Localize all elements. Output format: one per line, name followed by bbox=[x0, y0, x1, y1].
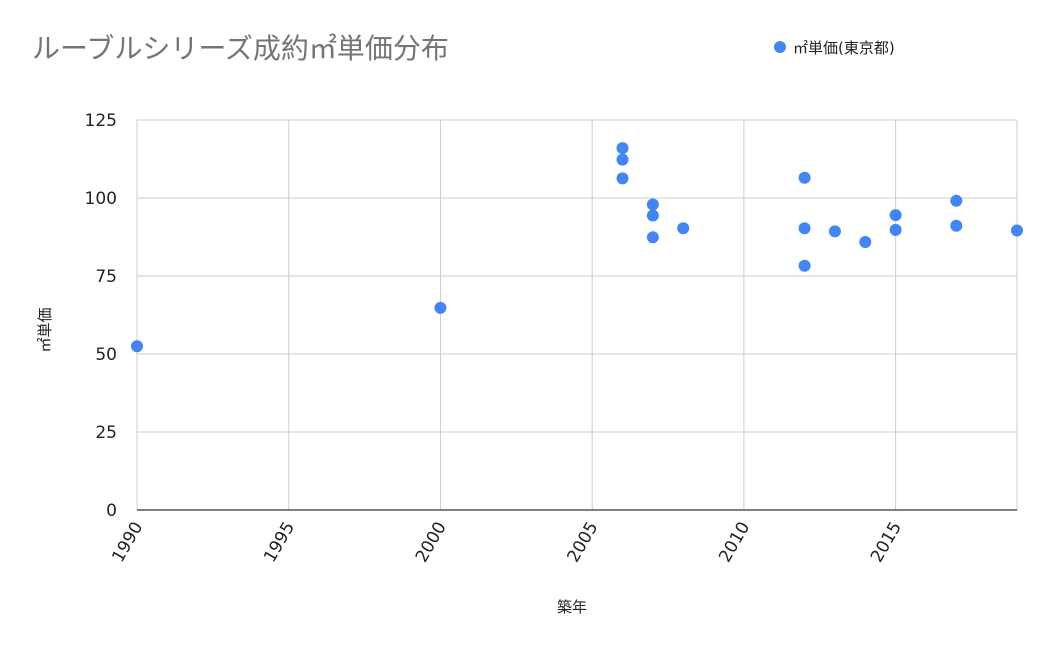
gridlines bbox=[136, 119, 1018, 510]
x-tick-label: 2010 bbox=[715, 519, 754, 566]
x-tick-label: 1995 bbox=[260, 519, 299, 566]
data-point bbox=[798, 222, 811, 235]
y-tick-label: 100 bbox=[85, 189, 117, 209]
legend-label: ㎡単価(東京都) bbox=[793, 39, 895, 57]
data-point bbox=[798, 171, 811, 184]
data-point bbox=[646, 198, 659, 211]
x-tick-label: 2005 bbox=[564, 519, 603, 566]
data-point bbox=[828, 225, 841, 238]
x-tick-label: 2000 bbox=[412, 519, 451, 566]
x-axis-label: 築年 bbox=[557, 598, 587, 616]
chart-title: ルーブルシリーズ成約㎡単価分布 bbox=[32, 32, 449, 65]
data-point bbox=[646, 209, 659, 222]
data-point bbox=[889, 209, 902, 222]
y-tick-label: 25 bbox=[95, 423, 117, 443]
y-tick-label: 125 bbox=[85, 111, 117, 131]
y-tick-label: 75 bbox=[95, 267, 117, 287]
x-axis-ticks: 1990 1995 2000 2005 2010 2015 bbox=[108, 519, 906, 566]
y-tick-label: 0 bbox=[106, 501, 117, 521]
data-point bbox=[950, 194, 963, 207]
y-axis-ticks: 0 25 50 75 100 125 bbox=[85, 111, 117, 521]
x-tick-label: 1990 bbox=[108, 519, 147, 566]
data-point bbox=[1011, 224, 1023, 237]
data-point bbox=[677, 222, 690, 235]
legend: ㎡単価(東京都) bbox=[774, 39, 895, 57]
data-point bbox=[950, 219, 963, 232]
data-point bbox=[859, 235, 872, 248]
legend-marker bbox=[774, 41, 786, 53]
x-tick-label: 2015 bbox=[867, 519, 906, 566]
data-point bbox=[616, 153, 629, 166]
y-axis-label: ㎡単価 bbox=[36, 307, 54, 352]
data-point bbox=[616, 142, 629, 155]
y-tick-label: 50 bbox=[95, 345, 117, 365]
data-point bbox=[798, 259, 811, 272]
data-point bbox=[646, 231, 659, 244]
data-points bbox=[131, 142, 1023, 353]
data-point bbox=[616, 172, 629, 185]
data-point bbox=[131, 340, 143, 353]
data-point bbox=[434, 301, 447, 314]
data-point bbox=[889, 223, 902, 236]
